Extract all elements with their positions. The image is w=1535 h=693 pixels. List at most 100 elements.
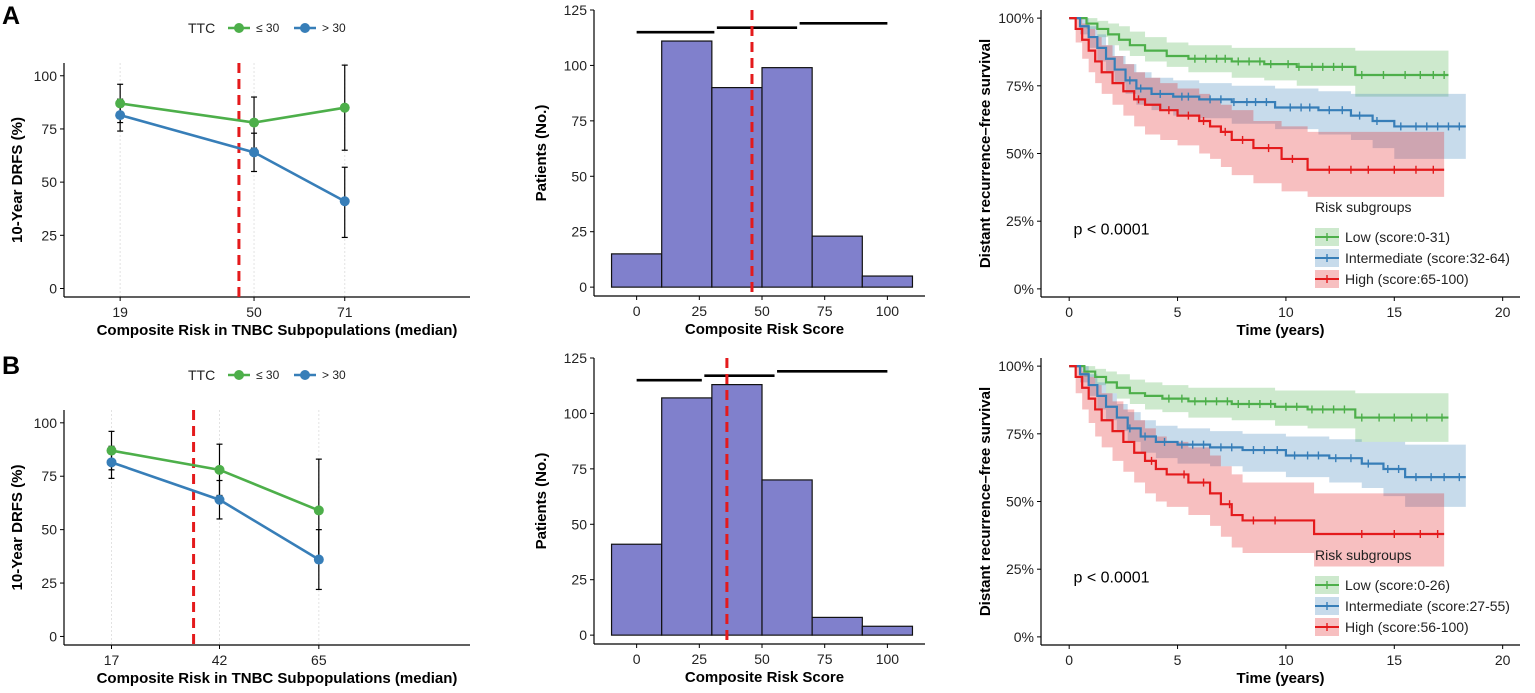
data-point-1	[249, 147, 260, 158]
series-line-1	[119, 113, 346, 203]
y-tick-label: 100	[564, 57, 588, 73]
y-axis-title: 10-Year DRFS (%)	[9, 465, 26, 591]
survival-curve-1	[1069, 17, 1466, 128]
series-line-1	[111, 461, 320, 561]
x-tick-label: 42	[212, 652, 228, 668]
y-tick-label: 50	[41, 174, 57, 190]
x-tick-label: 20	[1495, 652, 1511, 668]
histogram-bar	[661, 40, 713, 288]
legend-title: TTC	[188, 20, 215, 36]
x-axis-title: Composite Risk Score	[685, 669, 844, 686]
y-tick-label: 25%	[1006, 213, 1034, 229]
x-tick-label: 50	[754, 303, 770, 319]
confidence-band-1	[1069, 18, 1466, 159]
y-tick-label: 0%	[1014, 281, 1034, 297]
legend-key-point	[300, 23, 310, 33]
y-axis-title: Patients (No.)	[533, 105, 550, 202]
histogram-bar	[610, 253, 663, 288]
y-axis-title: Distant recurrence–free survival	[977, 387, 994, 616]
legend-key-point	[300, 370, 310, 380]
y-tick-label: 125	[564, 350, 588, 366]
confidence-band-0	[1069, 18, 1449, 97]
x-tick-label: 75	[817, 303, 833, 319]
data-point-0	[339, 102, 350, 113]
survival-curve-0	[1069, 365, 1449, 419]
y-tick-label: 75%	[1006, 78, 1034, 94]
y-tick-label: 125	[564, 2, 588, 18]
y-tick-label: 75	[571, 113, 587, 129]
data-point-0	[106, 445, 117, 456]
data-point-0	[115, 98, 126, 109]
histogram-bar	[811, 616, 863, 636]
x-tick-label: 100	[876, 303, 900, 319]
histogram-bar	[811, 235, 863, 288]
histogram-bar	[610, 543, 663, 636]
x-tick-label: 50	[754, 651, 770, 667]
legend-label: High (score:65-100)	[1345, 271, 1469, 287]
y-tick-label: 100%	[998, 358, 1034, 374]
histogram-bar	[761, 67, 813, 288]
x-axis-title: Time (years)	[1236, 670, 1324, 687]
p-value-label: p < 0.0001	[1074, 222, 1150, 239]
y-tick-label: 50	[571, 516, 587, 532]
legend-title: Risk subgroups	[1315, 199, 1412, 215]
data-point-0	[214, 464, 225, 475]
data-point-1	[339, 196, 350, 207]
x-tick-label: 0	[1065, 304, 1073, 320]
survival-curve-0	[1069, 17, 1449, 77]
survival-curve-1	[1069, 365, 1466, 479]
x-tick-label: 5	[1174, 652, 1182, 668]
legend-key-point	[234, 23, 244, 33]
x-tick-label: 10	[1278, 304, 1294, 320]
x-axis-title: Time (years)	[1236, 322, 1324, 339]
y-tick-label: 0	[579, 627, 587, 643]
legend-label: ≤ 30	[256, 368, 280, 382]
p-value-label: p < 0.0001	[1074, 570, 1150, 587]
x-tick-label: 17	[104, 652, 120, 668]
panel-label-b: B	[2, 352, 20, 380]
legend-label: ≤ 30	[256, 21, 280, 35]
y-tick-label: 50%	[1006, 494, 1034, 510]
histogram-bar	[711, 384, 763, 636]
chart-a-histogram: 0 25 50 75 100 125 0 25 50 75 100 Composite Risk Sc…	[533, 2, 925, 338]
legend-label: > 30	[322, 21, 346, 35]
y-tick-label: 0	[579, 279, 587, 295]
histogram-bar	[861, 275, 914, 288]
y-tick-label: 75	[41, 468, 57, 484]
data-point-1	[313, 554, 324, 565]
x-tick-label: 65	[311, 652, 327, 668]
x-tick-label: 71	[337, 304, 353, 320]
survival-curve-2	[1069, 365, 1445, 536]
data-point-0	[313, 505, 324, 516]
x-tick-label: 50	[246, 304, 262, 320]
y-tick-label: 75%	[1006, 426, 1034, 442]
data-point-1	[214, 494, 225, 505]
confidence-band-1	[1069, 366, 1466, 507]
data-point-0	[249, 117, 260, 128]
y-tick-label: 100%	[998, 10, 1034, 26]
y-tick-label: 50	[41, 522, 57, 538]
x-tick-label: 5	[1174, 304, 1182, 320]
legend-title: TTC	[188, 367, 215, 383]
chart-b-survival: 0% 25% 50% 75% 100% 0 5 10 15 20 Time (years) Dista…	[977, 358, 1520, 687]
y-tick-label: 25	[41, 227, 57, 243]
x-tick-label: 25	[692, 303, 708, 319]
chart-a-survival: 0% 25% 50% 75% 100% 0 5 10 15 20 Time (years) Dista…	[977, 10, 1520, 339]
x-tick-label: 0	[633, 303, 641, 319]
x-tick-label: 0	[633, 651, 641, 667]
y-tick-label: 0	[49, 628, 57, 644]
x-tick-label: 20	[1495, 304, 1511, 320]
y-tick-label: 0%	[1014, 629, 1034, 645]
x-axis-title: Composite Risk in TNBC Subpopulations (m…	[97, 670, 458, 687]
chart-b-histogram: 0 25 50 75 100 125 0 25 50 75 100 Composite Risk Sc…	[533, 350, 925, 686]
x-tick-label: 25	[692, 651, 708, 667]
legend-key-point	[234, 370, 244, 380]
chart-b-line: 0 25 50 75 100 17 42 65 Composite Risk in TNBC S…	[9, 367, 470, 687]
confidence-band-2	[1069, 18, 1445, 197]
histogram-bar	[761, 479, 813, 636]
x-tick-label: 10	[1278, 652, 1294, 668]
confidence-band-2	[1069, 366, 1445, 567]
data-point-1	[115, 110, 126, 121]
y-tick-label: 25%	[1006, 561, 1034, 577]
